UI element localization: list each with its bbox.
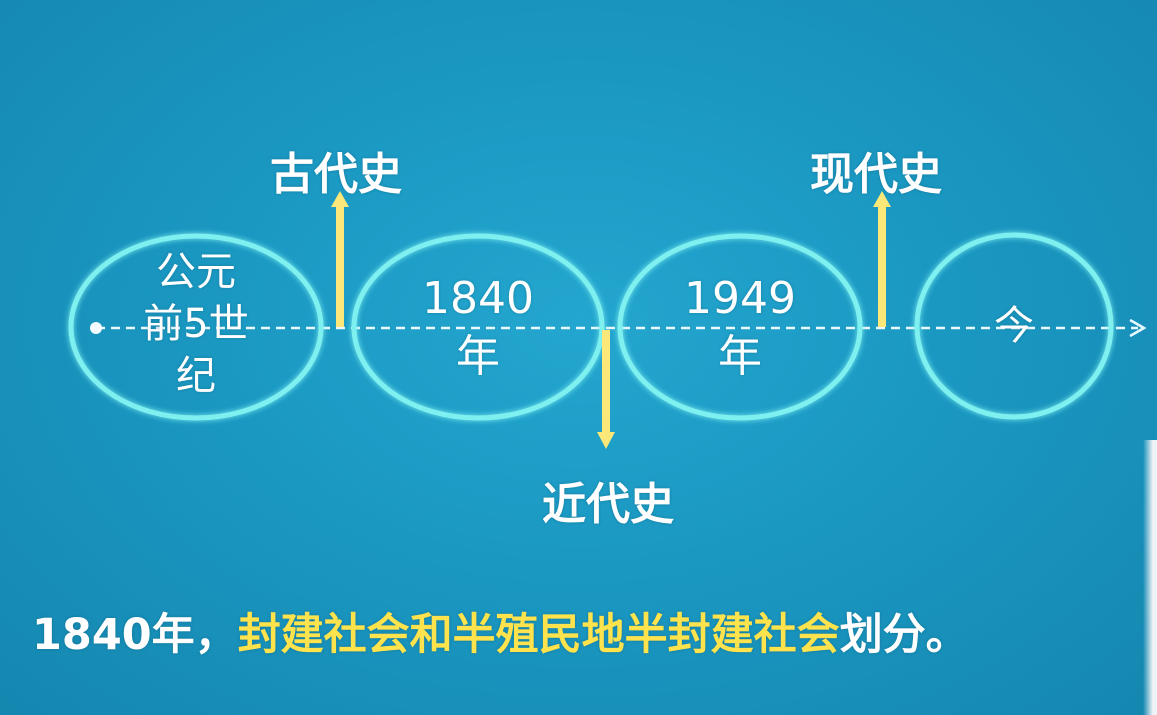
node-ring-now bbox=[914, 232, 1114, 420]
axis-start-dot bbox=[90, 322, 102, 334]
period-label-modern: 近代史 bbox=[542, 479, 674, 530]
caption-prefix: 1840年， bbox=[32, 610, 238, 660]
caption-text: 1840年，封建社会和半殖民地半封建社会划分。 bbox=[32, 600, 969, 662]
caption-suffix: 划分。 bbox=[839, 610, 969, 660]
arrow-contemporary bbox=[873, 191, 891, 327]
arrow-ancient bbox=[331, 191, 349, 327]
caption-highlight: 封建社会和半殖民地半封建社会 bbox=[237, 610, 840, 660]
node-label-1949: 1949 年 bbox=[684, 273, 796, 382]
node-ring-1949 bbox=[617, 233, 863, 421]
node-ring-1840 bbox=[351, 233, 605, 421]
node-label-bc5: 公元 前5世 纪 bbox=[143, 249, 249, 399]
node-label-1840: 1840 年 bbox=[422, 273, 534, 382]
presenter-edge bbox=[1143, 440, 1157, 715]
node-label-now: 今 bbox=[994, 303, 1034, 349]
arrow-modern bbox=[597, 330, 615, 449]
period-label-contemporary: 现代史 bbox=[810, 149, 942, 200]
axis-arrowhead bbox=[1129, 318, 1147, 338]
period-label-ancient: 古代史 bbox=[270, 149, 402, 200]
node-ring-bc5 bbox=[68, 233, 324, 421]
